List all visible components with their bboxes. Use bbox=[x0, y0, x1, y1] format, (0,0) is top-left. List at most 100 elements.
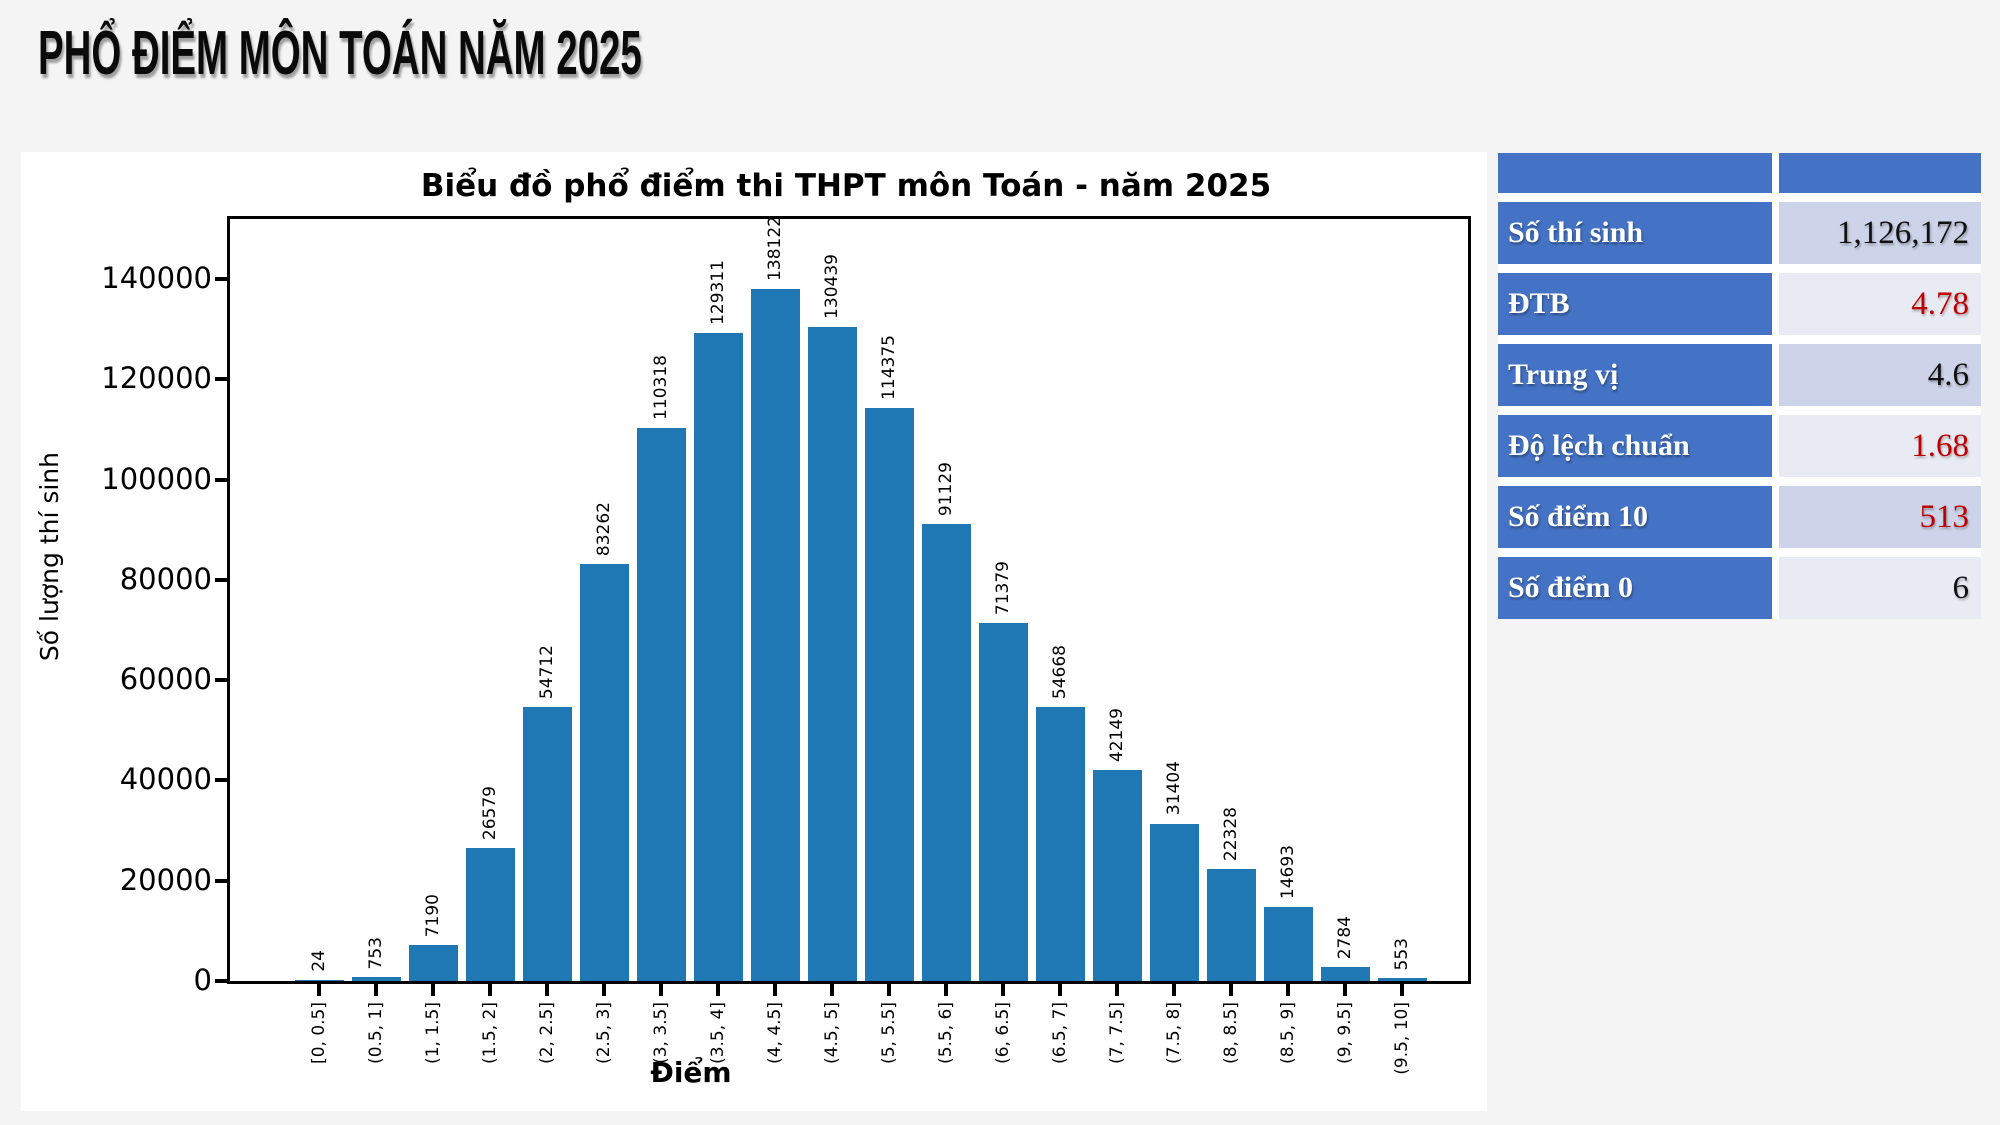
x-bin-label: (9.5, 10] bbox=[1392, 1002, 1412, 1075]
y-tick bbox=[215, 979, 227, 983]
y-tick bbox=[215, 878, 227, 883]
stat-value: 6 bbox=[1779, 557, 1981, 619]
x-tick bbox=[602, 984, 606, 996]
stats-header-cell bbox=[1498, 153, 1772, 193]
bar-slot: 14693 (8.5, 9] bbox=[1260, 219, 1317, 1064]
stat-value: 4.6 bbox=[1779, 344, 1981, 406]
x-tick bbox=[716, 984, 720, 996]
x-tick bbox=[1229, 984, 1233, 996]
y-tick-label: 20000 bbox=[119, 862, 212, 897]
x-bin-label: (4, 4.5] bbox=[765, 1002, 785, 1064]
bar-value-label: 54668 bbox=[1050, 644, 1070, 699]
bar bbox=[1149, 823, 1199, 981]
x-tick bbox=[1172, 984, 1176, 996]
y-tick bbox=[215, 778, 227, 783]
x-tick bbox=[830, 984, 834, 996]
x-bin-label: (9, 9.5] bbox=[1335, 1002, 1355, 1064]
bar-value-label: 54712 bbox=[537, 644, 557, 699]
y-tick bbox=[215, 477, 227, 482]
x-bin-label: (4.5, 5] bbox=[822, 1002, 842, 1064]
bar bbox=[1035, 706, 1085, 981]
x-bin-label: (2, 2.5] bbox=[537, 1002, 557, 1064]
bar-value-label: 130439 bbox=[822, 254, 842, 320]
bar bbox=[636, 427, 686, 981]
main-title: PHỔ ĐIỂM MÔN TOÁN NĂM 2025 bbox=[38, 19, 642, 88]
bar-value-label: 753 bbox=[366, 936, 386, 970]
bar-slot: 26579 (1.5, 2] bbox=[462, 219, 519, 1064]
bar bbox=[864, 407, 914, 981]
stat-label: Số điểm 10 bbox=[1498, 486, 1772, 548]
bar bbox=[693, 332, 743, 981]
x-bin-label: (6, 6.5] bbox=[993, 1002, 1013, 1064]
stat-label: Độ lệch chuẩn bbox=[1498, 415, 1772, 477]
bar bbox=[408, 944, 458, 981]
bar-slot: 129311 (3.5, 4] bbox=[690, 219, 747, 1064]
bar-slot: 110318 (3, 3.5] bbox=[633, 219, 690, 1064]
bar-slot: 138122 (4, 4.5] bbox=[747, 215, 804, 1064]
bar bbox=[1206, 869, 1256, 981]
chart-panel: Biểu đồ phổ điểm thi THPT môn Toán - năm… bbox=[21, 152, 1487, 1111]
x-tick bbox=[1058, 984, 1062, 996]
bar-value-label: 91129 bbox=[936, 462, 956, 517]
bar-value-label: 553 bbox=[1392, 937, 1412, 971]
x-bin-label: (8.5, 9] bbox=[1278, 1002, 1298, 1064]
x-tick bbox=[1115, 984, 1119, 996]
bar-value-label: 31404 bbox=[1164, 761, 1184, 816]
bar-value-label: 71379 bbox=[993, 561, 1013, 616]
bar-slot: 22328 (8, 8.5] bbox=[1203, 219, 1260, 1064]
bar bbox=[807, 327, 857, 981]
y-tick bbox=[215, 377, 227, 382]
y-axis-label: Số lượng thí sinh bbox=[35, 452, 64, 662]
x-tick bbox=[1400, 984, 1404, 996]
x-tick bbox=[773, 984, 777, 996]
y-tick-label: 0 bbox=[193, 963, 212, 997]
bar bbox=[351, 977, 401, 981]
bar-slot: 7190 (1, 1.5] bbox=[405, 219, 462, 1064]
y-tick-label: 80000 bbox=[119, 561, 212, 596]
bar-slot: 553 (9.5, 10] bbox=[1374, 219, 1431, 1075]
bar-slot: 54712 (2, 2.5] bbox=[519, 219, 576, 1064]
stat-value: 513 bbox=[1779, 486, 1981, 548]
x-bin-label: (7.5, 8] bbox=[1164, 1002, 1184, 1064]
x-bin-label: (3.5, 4] bbox=[708, 1002, 728, 1064]
bar-value-label: 129311 bbox=[708, 259, 728, 325]
y-tick bbox=[215, 678, 227, 683]
y-tick-label: 140000 bbox=[101, 261, 212, 296]
x-bin-label: (2.5, 3] bbox=[594, 1002, 614, 1064]
bar bbox=[579, 563, 629, 981]
bar-value-label: 42149 bbox=[1107, 707, 1127, 762]
stats-table: Số thí sinh 1,126,172 ĐTB 4.78 Trung vị 4.6 Độ… bbox=[1498, 153, 1981, 619]
y-tick-label: 40000 bbox=[119, 762, 212, 797]
x-bin-label: (3, 3.5] bbox=[651, 1002, 671, 1064]
bar bbox=[294, 980, 344, 981]
x-bin-label: (1.5, 2] bbox=[480, 1002, 500, 1064]
x-tick bbox=[887, 984, 891, 996]
bar-slot: 24 [0, 0.5] bbox=[291, 219, 348, 1064]
stats-header-cell bbox=[1779, 153, 1981, 193]
x-bin-label: [0, 0.5] bbox=[309, 1002, 329, 1064]
bar-value-label: 2784 bbox=[1335, 915, 1355, 960]
x-bin-label: (7, 7.5] bbox=[1107, 1002, 1127, 1064]
plot-area: 24 [0, 0.5] 753 (0.5, 1] 7190 (1, 1.5] 26579 (1… bbox=[101, 215, 1471, 1075]
bar-value-label: 7190 bbox=[423, 893, 443, 937]
x-bin-label: (8, 8.5] bbox=[1221, 1002, 1241, 1064]
x-tick bbox=[1286, 984, 1290, 996]
stat-value: 1,126,172 bbox=[1779, 202, 1981, 264]
x-tick bbox=[944, 984, 948, 996]
x-tick bbox=[659, 984, 663, 996]
bar bbox=[978, 623, 1028, 981]
bar-value-label: 26579 bbox=[480, 785, 500, 840]
bar bbox=[1377, 978, 1427, 981]
stat-label: ĐTB bbox=[1498, 273, 1772, 335]
bar-slot: 71379 (6, 6.5] bbox=[975, 219, 1032, 1064]
stat-label: Trung vị bbox=[1498, 344, 1772, 406]
bar-slot: 114375 (5, 5.5] bbox=[861, 219, 918, 1064]
stat-value: 4.78 bbox=[1779, 273, 1981, 335]
x-bin-label: (6.5, 7] bbox=[1050, 1002, 1070, 1064]
bar bbox=[921, 524, 971, 981]
x-bin-label: (5.5, 6] bbox=[936, 1002, 956, 1064]
bar-value-label: 138122 bbox=[765, 215, 785, 281]
bar-slot: 42149 (7, 7.5] bbox=[1089, 219, 1146, 1064]
bar-slot: 130439 (4.5, 5] bbox=[804, 219, 861, 1064]
x-tick bbox=[488, 984, 492, 996]
